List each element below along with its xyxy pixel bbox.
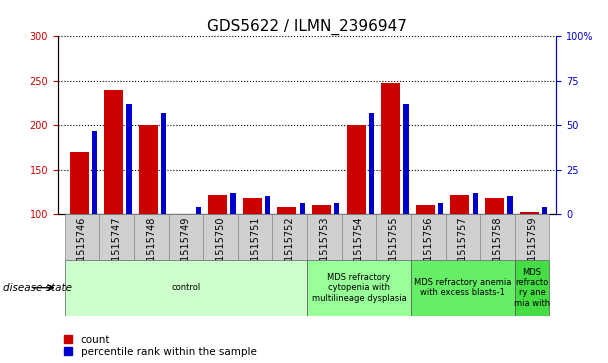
Text: GSM1515751: GSM1515751 xyxy=(250,216,260,282)
Bar xyxy=(126,104,132,214)
Bar xyxy=(312,205,331,214)
Bar xyxy=(381,82,400,214)
Bar xyxy=(238,214,272,260)
Bar xyxy=(99,214,134,260)
Bar xyxy=(515,260,550,316)
Bar xyxy=(243,198,261,214)
Bar xyxy=(307,214,342,260)
Bar xyxy=(451,195,469,214)
Bar xyxy=(446,214,480,260)
Bar xyxy=(404,104,409,214)
Bar xyxy=(69,152,89,214)
Legend: count, percentile rank within the sample: count, percentile rank within the sample xyxy=(63,334,258,358)
Bar xyxy=(438,204,443,214)
Bar xyxy=(230,193,235,214)
Bar xyxy=(161,113,167,214)
Text: GSM1515759: GSM1515759 xyxy=(527,216,537,282)
Bar xyxy=(92,131,97,214)
Bar xyxy=(472,193,478,214)
Bar xyxy=(134,214,168,260)
Text: MDS refractory
cytopenia with
multilineage dysplasia: MDS refractory cytopenia with multilinea… xyxy=(311,273,406,303)
Text: GSM1515758: GSM1515758 xyxy=(492,216,502,282)
Text: MDS
refracto
ry ane
mia with: MDS refracto ry ane mia with xyxy=(514,268,550,308)
Bar xyxy=(64,260,307,316)
Bar xyxy=(480,214,515,260)
Text: GSM1515748: GSM1515748 xyxy=(147,216,156,282)
Bar xyxy=(347,125,365,214)
Bar xyxy=(411,260,515,316)
Bar xyxy=(277,207,296,214)
Bar xyxy=(342,214,376,260)
Bar xyxy=(196,207,201,214)
Text: GSM1515756: GSM1515756 xyxy=(423,216,434,282)
Bar xyxy=(139,125,158,214)
Text: control: control xyxy=(171,283,201,292)
Text: GSM1515750: GSM1515750 xyxy=(215,216,226,282)
Text: GSM1515752: GSM1515752 xyxy=(285,216,295,282)
Bar xyxy=(416,205,435,214)
Text: disease state: disease state xyxy=(3,283,72,293)
Text: GSM1515746: GSM1515746 xyxy=(77,216,87,282)
Bar xyxy=(168,214,203,260)
Bar xyxy=(307,260,411,316)
Text: GSM1515755: GSM1515755 xyxy=(389,216,399,282)
Bar xyxy=(369,113,374,214)
Bar xyxy=(411,214,446,260)
Title: GDS5622 / ILMN_2396947: GDS5622 / ILMN_2396947 xyxy=(207,19,407,35)
Bar xyxy=(520,212,539,214)
Bar xyxy=(104,90,123,214)
Bar xyxy=(272,214,307,260)
Bar xyxy=(208,195,227,214)
Text: GSM1515747: GSM1515747 xyxy=(112,216,122,282)
Bar xyxy=(376,214,411,260)
Bar xyxy=(265,196,270,214)
Bar xyxy=(334,204,339,214)
Text: GSM1515757: GSM1515757 xyxy=(458,216,468,282)
Bar xyxy=(542,207,547,214)
Text: GSM1515753: GSM1515753 xyxy=(319,216,330,282)
Text: GSM1515749: GSM1515749 xyxy=(181,216,191,282)
Text: GSM1515754: GSM1515754 xyxy=(354,216,364,282)
Bar xyxy=(485,198,504,214)
Bar xyxy=(203,214,238,260)
Bar xyxy=(300,204,305,214)
Text: MDS refractory anemia
with excess blasts-1: MDS refractory anemia with excess blasts… xyxy=(414,278,511,297)
Bar xyxy=(507,196,513,214)
Bar xyxy=(515,214,550,260)
Bar xyxy=(64,214,99,260)
